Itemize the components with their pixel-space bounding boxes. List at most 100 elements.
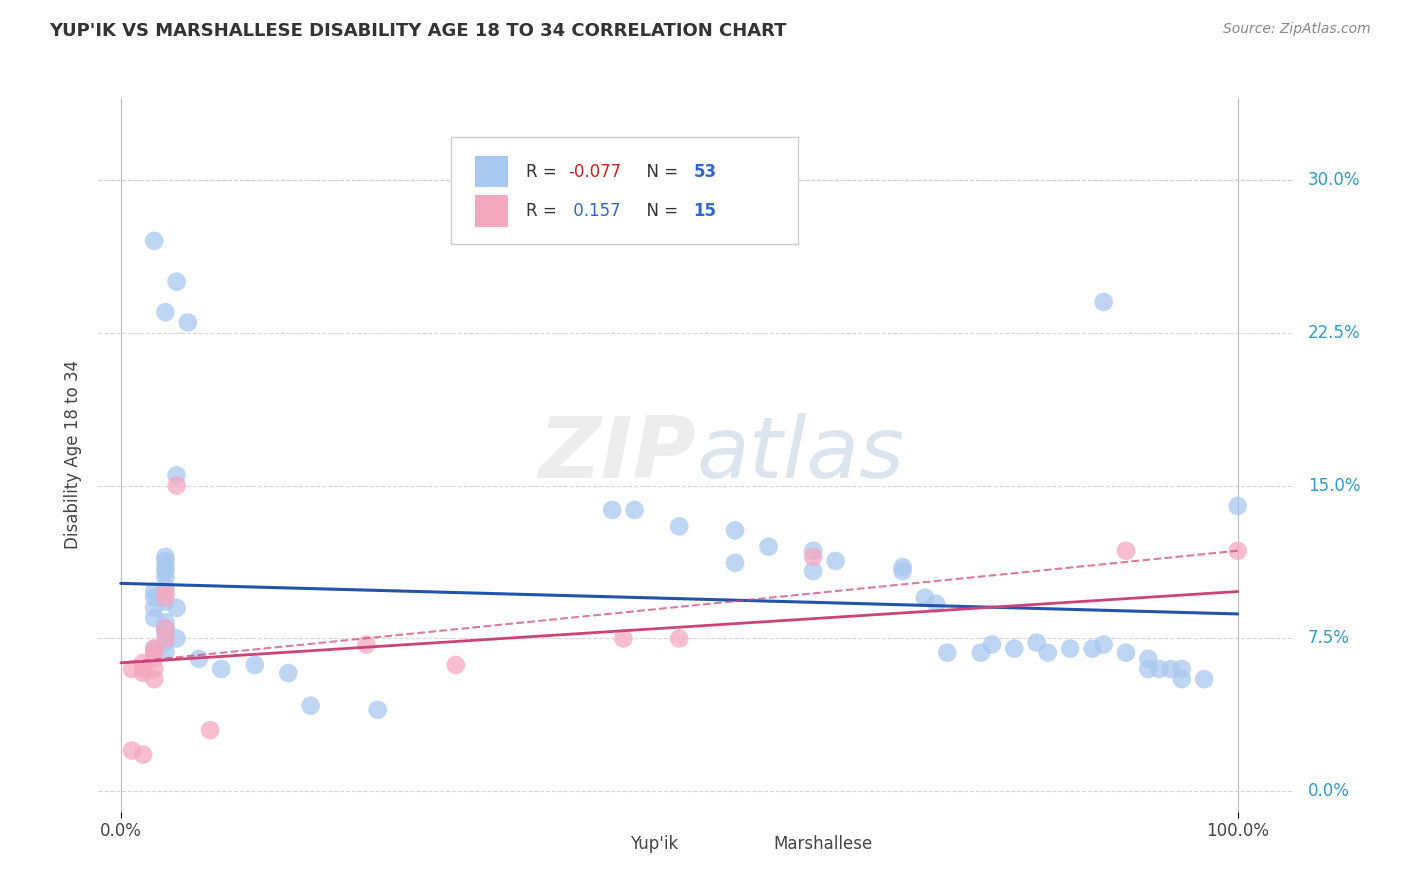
Text: 0.157: 0.157 bbox=[568, 202, 620, 219]
Point bbox=[1137, 662, 1160, 676]
Text: 0.0%: 0.0% bbox=[1308, 782, 1350, 800]
Point bbox=[299, 698, 322, 713]
Point bbox=[166, 478, 188, 492]
Text: R =: R = bbox=[526, 162, 562, 180]
Point bbox=[187, 652, 209, 666]
Point bbox=[155, 554, 177, 568]
Point bbox=[891, 560, 914, 574]
Point bbox=[155, 635, 177, 649]
Point bbox=[177, 315, 200, 329]
Point bbox=[925, 597, 948, 611]
Point bbox=[155, 549, 177, 564]
Text: atlas: atlas bbox=[696, 413, 904, 497]
FancyBboxPatch shape bbox=[744, 833, 770, 858]
Point bbox=[155, 584, 177, 599]
Point bbox=[155, 621, 177, 635]
Point bbox=[132, 656, 155, 670]
Point bbox=[121, 743, 143, 757]
Point bbox=[143, 600, 166, 615]
Point bbox=[132, 662, 155, 676]
Point bbox=[143, 234, 166, 248]
Point bbox=[1092, 295, 1115, 310]
Text: 30.0%: 30.0% bbox=[1308, 170, 1361, 189]
Point bbox=[724, 524, 747, 538]
Point bbox=[209, 662, 232, 676]
Point bbox=[367, 703, 389, 717]
Text: N =: N = bbox=[636, 202, 683, 219]
Point bbox=[143, 672, 166, 686]
Point bbox=[356, 638, 378, 652]
Point bbox=[143, 611, 166, 625]
Point bbox=[155, 564, 177, 578]
Text: 7.5%: 7.5% bbox=[1308, 630, 1350, 648]
Point bbox=[155, 581, 177, 595]
Point bbox=[143, 641, 166, 656]
Point bbox=[166, 275, 188, 289]
Text: -0.077: -0.077 bbox=[568, 162, 621, 180]
Point bbox=[1081, 641, 1104, 656]
Point bbox=[623, 503, 645, 517]
Point bbox=[143, 591, 166, 605]
Point bbox=[1137, 652, 1160, 666]
FancyBboxPatch shape bbox=[600, 833, 627, 858]
Point bbox=[1226, 543, 1249, 558]
Point bbox=[132, 666, 155, 681]
Text: Yup'ik: Yup'ik bbox=[630, 835, 679, 853]
Point bbox=[166, 600, 188, 615]
Point bbox=[668, 632, 690, 646]
Text: Source: ZipAtlas.com: Source: ZipAtlas.com bbox=[1223, 22, 1371, 37]
Point bbox=[600, 503, 623, 517]
Point bbox=[981, 638, 1004, 652]
Point bbox=[1171, 672, 1194, 686]
Text: YUP'IK VS MARSHALLESE DISABILITY AGE 18 TO 34 CORRELATION CHART: YUP'IK VS MARSHALLESE DISABILITY AGE 18 … bbox=[49, 22, 787, 40]
FancyBboxPatch shape bbox=[451, 137, 797, 244]
Point bbox=[914, 591, 936, 605]
Point bbox=[1149, 662, 1171, 676]
Text: 22.5%: 22.5% bbox=[1308, 324, 1361, 342]
Y-axis label: Disability Age 18 to 34: Disability Age 18 to 34 bbox=[65, 360, 83, 549]
Point bbox=[824, 554, 846, 568]
Point bbox=[143, 646, 166, 660]
Point bbox=[155, 646, 177, 660]
Point bbox=[444, 657, 467, 672]
Point bbox=[1002, 641, 1025, 656]
Point bbox=[891, 564, 914, 578]
Point bbox=[936, 646, 959, 660]
Point bbox=[801, 549, 824, 564]
Point bbox=[1115, 543, 1137, 558]
Point bbox=[166, 468, 188, 483]
Point bbox=[1192, 672, 1215, 686]
Point bbox=[143, 641, 166, 656]
Point bbox=[612, 632, 634, 646]
Point bbox=[970, 646, 993, 660]
Point bbox=[155, 615, 177, 629]
Text: 15.0%: 15.0% bbox=[1308, 476, 1361, 494]
Point bbox=[143, 662, 166, 676]
Point bbox=[1025, 635, 1047, 649]
FancyBboxPatch shape bbox=[475, 195, 509, 227]
Text: R =: R = bbox=[526, 202, 562, 219]
Point bbox=[155, 305, 177, 319]
Point bbox=[155, 632, 177, 646]
Point bbox=[132, 747, 155, 762]
Point bbox=[155, 595, 177, 609]
Point bbox=[1036, 646, 1059, 660]
Point bbox=[155, 570, 177, 584]
Text: N =: N = bbox=[636, 162, 683, 180]
Point bbox=[243, 657, 266, 672]
Point bbox=[166, 632, 188, 646]
Point bbox=[758, 540, 780, 554]
Point bbox=[1115, 646, 1137, 660]
Point bbox=[801, 564, 824, 578]
Point bbox=[724, 556, 747, 570]
FancyBboxPatch shape bbox=[475, 156, 509, 187]
Text: 15: 15 bbox=[693, 202, 717, 219]
Point bbox=[1226, 499, 1249, 513]
Point bbox=[143, 652, 166, 666]
Point bbox=[277, 666, 299, 681]
Point bbox=[155, 621, 177, 635]
Point bbox=[1171, 662, 1194, 676]
Point bbox=[155, 560, 177, 574]
Text: Marshallese: Marshallese bbox=[773, 835, 873, 853]
Point bbox=[155, 625, 177, 640]
